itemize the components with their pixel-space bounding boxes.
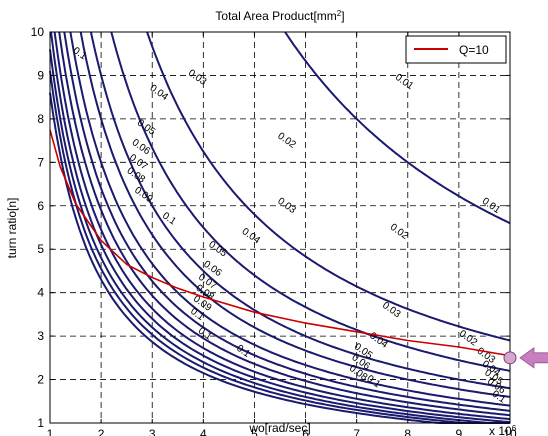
y-tick-label: 1	[37, 416, 44, 430]
plot-frame	[49, 31, 511, 424]
y-tick-label: 7	[37, 155, 44, 169]
y-tick-label: 4	[37, 286, 44, 300]
series-lines	[49, 129, 511, 357]
y-tick-label: 10	[31, 25, 45, 39]
highlight-point	[503, 351, 517, 365]
contour-line-0-09	[53, 31, 511, 421]
highlight-layer	[503, 347, 548, 369]
contour-line-0-08	[58, 31, 511, 417]
legend-entry-q10: Q=10	[459, 43, 489, 57]
y-tick-label: 6	[37, 199, 44, 213]
y-tick-label: 9	[37, 68, 44, 82]
x-tick-label: 8	[404, 427, 411, 436]
contour-line-0-06	[69, 31, 511, 407]
contour-line-0-01	[284, 31, 511, 225]
y-tick-label: 3	[37, 329, 44, 343]
contour-line-0-05	[79, 31, 511, 398]
contour-line-0-02	[146, 31, 511, 342]
contour-line-0-03	[110, 31, 511, 372]
contour-line-0-04	[89, 31, 511, 390]
x-tick-label: 5	[251, 427, 258, 436]
contour-lines	[49, 31, 511, 424]
chart-title: Total Area Product[mm2]	[215, 9, 344, 24]
contour-line-0-07	[63, 31, 511, 412]
x-tick-label: 4	[200, 427, 207, 436]
x-axis-exponent: x 106	[489, 424, 517, 436]
y-tick-label: 2	[37, 373, 44, 387]
annotation-arrow	[519, 347, 548, 369]
y-tick-label: 5	[37, 242, 44, 256]
y-tick-label: 8	[37, 112, 44, 126]
x-tick-label: 10	[503, 427, 517, 436]
y-axis-label: turn ratio[n]	[5, 198, 19, 259]
x-tick-label: 1	[47, 427, 54, 436]
contour-line-0-1	[50, 31, 511, 424]
x-tick-label: 6	[302, 427, 309, 436]
plot-background	[50, 32, 510, 423]
x-tick-label: 7	[353, 427, 360, 436]
contour-line-0-1	[49, 70, 510, 424]
x-axis-label: wo[rad/sec]	[248, 421, 310, 435]
series-line-q10	[49, 129, 511, 357]
x-tick-label: 3	[149, 427, 156, 436]
x-tick-label: 2	[98, 427, 105, 436]
axis-ticks: 1 2 3 4 5 6 7 8 9 10 1 2 3 4 5 6 7 8 9 10	[31, 25, 517, 436]
contour-line-0-1	[49, 49, 510, 424]
legend: Q=10	[405, 35, 507, 64]
x-tick-label: 9	[456, 427, 463, 436]
